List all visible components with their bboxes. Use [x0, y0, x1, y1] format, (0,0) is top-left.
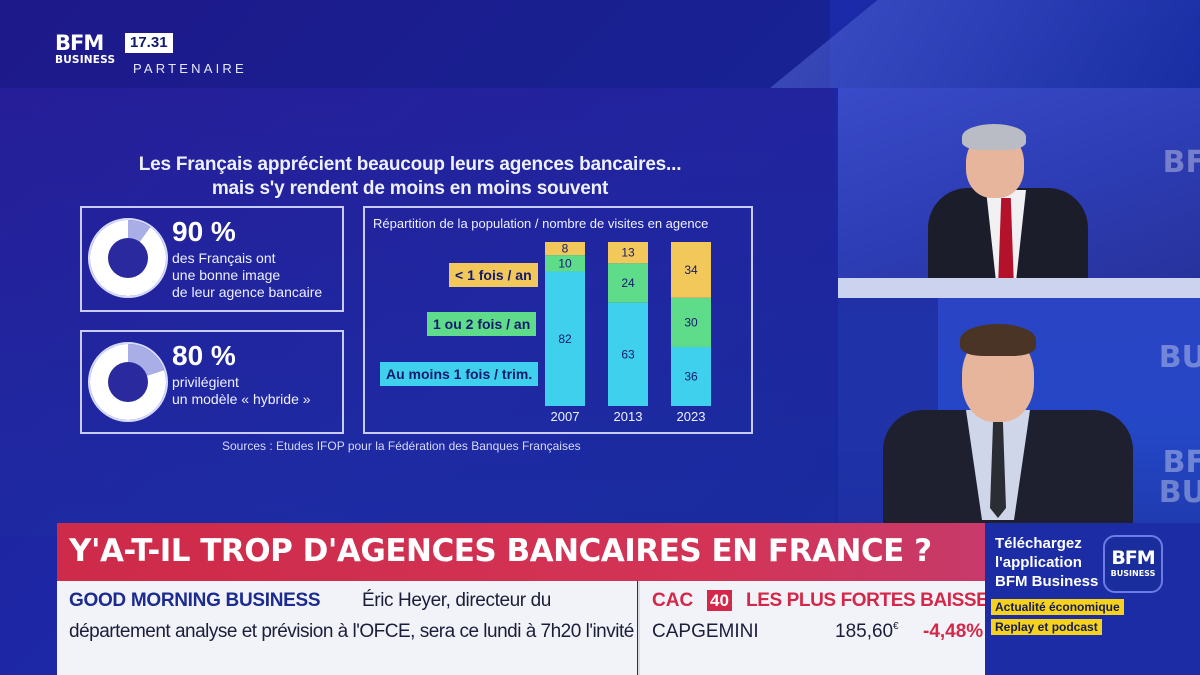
stock-price: 185,60	[835, 621, 894, 642]
bar-segment-2023-0	[671, 346, 711, 406]
chart-title: Répartition de la population / nombre de…	[373, 216, 709, 231]
promo-line: l'application	[995, 554, 1082, 571]
promo-tag-news: Actualité économique	[991, 599, 1124, 615]
bar-segment-2023-2	[671, 242, 711, 298]
headline-line-2: mais s'y rendent de moins en moins souve…	[211, 178, 609, 199]
bar-value-label: 10	[558, 256, 572, 270]
wall-logo-text: BU	[1158, 340, 1200, 375]
market-ticker: CAC 40 LES PLUS FORTES BAISSES CAPGEMINI…	[638, 581, 1001, 675]
headline-banner: Y'A-T-IL TROP D'AGENCES BANCAIRES EN FRA…	[57, 523, 985, 581]
index-number-badge: 40	[707, 590, 732, 611]
wall-logo-text: BF	[1162, 445, 1200, 480]
ticker-line-1: Éric Heyer, directeur du	[362, 590, 551, 611]
promo-line: BFM Business	[995, 573, 1099, 590]
bar-value-label: 34	[684, 263, 698, 277]
headline-line-1: Les Français apprécient beaucoup leurs a…	[138, 154, 682, 175]
bar-value-label: 30	[684, 315, 698, 329]
partner-label: PARTENAIRE	[133, 61, 247, 76]
stacked-bar-chart: Répartition de la population / nombre de…	[363, 206, 753, 434]
app-icon-text-top: BFM	[1111, 547, 1155, 569]
sources-note: Sources : Etudes IFOP pour la Fédération…	[222, 439, 581, 453]
wall-logo-text: BF	[1162, 145, 1200, 180]
bar-value-label: 8	[562, 242, 569, 256]
stat-line: une bonne image	[172, 267, 281, 283]
stat-card-hybrid: 80 % privilégient un modèle « hybride »	[80, 330, 344, 434]
promo-line: Téléchargez	[995, 535, 1082, 552]
stock-change: -4,48%	[923, 621, 984, 642]
bar-value-label: 24	[621, 276, 635, 290]
studio-camera-bottom: BU BF BU	[838, 298, 1200, 523]
currency-symbol: €	[893, 621, 899, 632]
bar-segment-2007-0	[545, 271, 585, 406]
headline-question: Y'A-T-IL TROP D'AGENCES BANCAIRES EN FRA…	[69, 533, 932, 569]
bfm-business-logo: BFM BUSINESS	[55, 33, 119, 66]
x-tick-label: 2013	[614, 409, 643, 424]
donut-chart-90	[90, 220, 166, 296]
bar-segment-2013-1	[608, 263, 648, 303]
bar-value-label: 63	[621, 347, 635, 361]
donut-chart-80	[90, 344, 166, 420]
show-name: GOOD MORNING BUSINESS	[69, 590, 321, 611]
market-section-title: LES PLUS FORTES BAISSES	[746, 590, 1001, 611]
bar-segment-2013-2	[608, 242, 648, 264]
promo-tag-replay: Replay et podcast	[991, 619, 1102, 635]
stat-description: des Français ont une bonne image de leur…	[172, 250, 322, 301]
stat-percentage: 80 %	[172, 340, 236, 371]
clock: 17.31	[125, 33, 173, 53]
promo-text: Téléchargez l'application BFM Business	[995, 534, 1105, 591]
legend-once-twice: 1 ou 2 fois / an	[427, 312, 537, 336]
infographic-headline: Les Français apprécient beaucoup leurs a…	[90, 153, 730, 201]
legend-quarterly: Au moins 1 fois / trim.	[380, 362, 539, 386]
wall-logo-text: BU	[1158, 475, 1200, 510]
stat-line: de leur agence bancaire	[172, 284, 323, 300]
index-label: CAC	[652, 590, 694, 611]
legend-less-than-once: < 1 fois / an	[449, 263, 538, 287]
ticker-line-2: département analyse et prévision à l'OFC…	[69, 621, 774, 642]
bar-segment-2023-1	[671, 297, 711, 347]
news-ticker: GOOD MORNING BUSINESS Éric Heyer, direct…	[57, 581, 774, 675]
app-icon: BFM BUSINESS	[1103, 535, 1163, 593]
app-icon-text-bottom: BUSINESS	[1110, 569, 1156, 578]
bar-value-label: 82	[558, 332, 572, 346]
stat-line: des Français ont	[172, 250, 276, 266]
logo-text-bottom: BUSINESS	[55, 54, 116, 66]
bar-value-label: 13	[621, 246, 635, 260]
x-tick-label: 2007	[551, 409, 580, 424]
app-promo: Téléchargez l'application BFM Business B…	[985, 523, 1200, 675]
donut-ring	[88, 218, 168, 298]
stock-name: CAPGEMINI	[652, 621, 759, 642]
bar-segment-2007-1	[545, 255, 585, 272]
bar-segment-2007-2	[545, 242, 585, 256]
stat-description: privilégient un modèle « hybride »	[172, 374, 311, 408]
logo-text-top: BFM	[55, 31, 104, 55]
chart-plot: 82 108 2007 63 24 13 2013 36 30 34 2023	[545, 242, 711, 424]
bar-value-label: 36	[684, 369, 698, 383]
stat-line: privilégient	[172, 374, 239, 390]
donut-ring	[88, 342, 168, 422]
stat-card-image: 90 % des Français ont une bonne image de…	[80, 206, 344, 312]
channel-brand: BFM BUSINESS 17.31	[55, 33, 173, 66]
x-tick-label: 2023	[677, 409, 706, 424]
stat-percentage: 90 %	[172, 216, 236, 247]
bar-segment-2013-0	[608, 302, 648, 406]
stat-line: un modèle « hybride »	[172, 391, 311, 407]
studio-camera-top: BF	[838, 88, 1200, 298]
